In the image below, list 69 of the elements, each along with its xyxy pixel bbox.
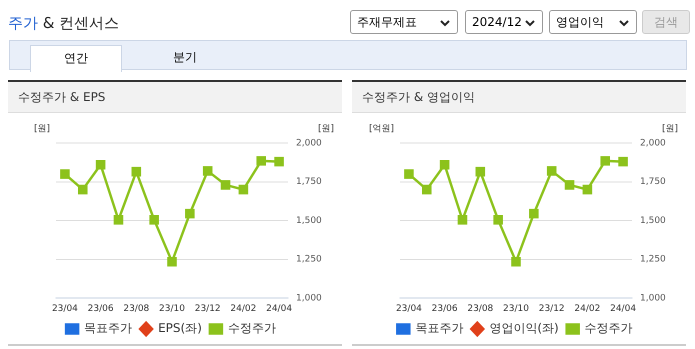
point <box>167 256 177 267</box>
x-tick-label: 23/10 <box>159 304 186 314</box>
point <box>256 156 266 166</box>
text: 주가 & 컨센서스 <box>8 14 120 33</box>
point <box>149 215 159 225</box>
x-tick-label: 23/06 <box>432 304 458 314</box>
x-tick-label: 23/04 <box>52 304 78 314</box>
x-tick-label: 23/12 <box>538 304 565 314</box>
point <box>458 215 468 225</box>
point <box>529 208 539 218</box>
point <box>422 184 432 194</box>
point <box>546 166 556 176</box>
x-tick-label: 23/06 <box>88 304 114 314</box>
y2-tick-label: 2,000 <box>640 138 666 148</box>
point <box>114 215 124 225</box>
point <box>202 166 212 176</box>
legend-label: 목표주가 <box>415 321 464 336</box>
y2-tick-label: 1,250 <box>296 254 322 265</box>
y2-tick-label: 1,000 <box>296 294 322 304</box>
y2-tick-label: 1,500 <box>640 216 666 226</box>
text: 분기 <box>172 49 198 66</box>
point <box>404 169 414 179</box>
point <box>274 156 284 166</box>
point <box>493 215 503 225</box>
x-tick-label: 24/04 <box>266 304 292 314</box>
chart-title: 수정주가 & 영업이익 <box>352 82 686 113</box>
text: 영업이익 <box>549 10 637 34</box>
point <box>78 184 88 194</box>
x-tick-label: 23/04 <box>396 304 422 314</box>
point <box>238 184 248 194</box>
x-tick-label: 24/04 <box>610 304 636 314</box>
point <box>96 160 106 170</box>
text: 연간 <box>30 45 122 72</box>
point <box>60 169 70 179</box>
y2-tick-label: 2,000 <box>296 138 322 148</box>
point <box>600 156 610 166</box>
legend-label: 영업이익(좌) <box>489 321 559 336</box>
y2-axis-title: [원] <box>662 124 678 134</box>
legend-label: 수정주가 <box>584 321 633 336</box>
y2-tick-label: 1,750 <box>640 177 666 188</box>
text: 검색 <box>642 10 690 34</box>
x-tick-label: 24/02 <box>230 304 256 314</box>
point <box>185 208 195 218</box>
point <box>511 256 521 267</box>
y-axis-title: [억원] <box>368 124 394 134</box>
point <box>132 166 142 176</box>
point <box>618 156 628 166</box>
point <box>564 180 574 190</box>
legend-label: 수정주가 <box>228 321 276 336</box>
x-tick-label: 24/02 <box>574 304 600 314</box>
legend-label: 목표주가 <box>84 321 132 336</box>
x-tick-label: 23/10 <box>503 304 530 314</box>
legend-label: EPS(좌) <box>158 321 202 336</box>
chart-title: 수정주가 & EPS <box>8 82 342 113</box>
text: 2024/12 <box>465 10 543 34</box>
y2-tick-label: 1,750 <box>296 177 322 188</box>
y2-tick-label: 1,500 <box>296 216 322 226</box>
x-tick-label: 23/08 <box>467 304 494 314</box>
point <box>440 160 450 170</box>
point <box>220 180 230 190</box>
point <box>476 166 486 176</box>
text: 주재무제표 <box>350 10 458 34</box>
y2-tick-label: 1,250 <box>640 254 666 265</box>
x-tick-label: 23/12 <box>194 304 221 314</box>
x-tick-label: 23/08 <box>123 304 150 314</box>
point <box>582 184 592 194</box>
y-axis-title: [원] <box>34 124 50 134</box>
y2-axis-title: [원] <box>318 124 334 134</box>
y2-tick-label: 1,000 <box>640 294 666 304</box>
